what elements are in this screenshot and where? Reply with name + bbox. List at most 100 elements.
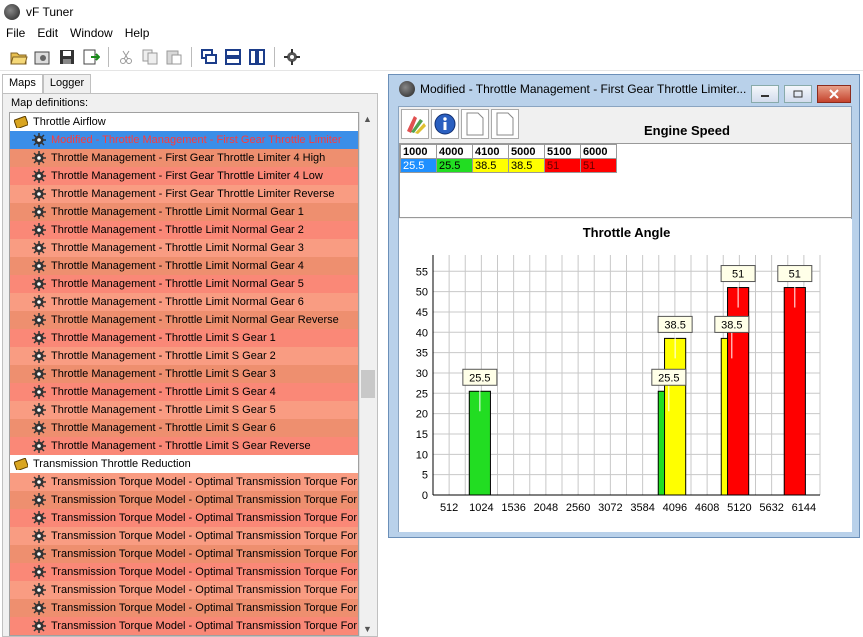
tree-item[interactable]: Transmission Torque Model - Optimal Tran… (10, 545, 358, 563)
cut-button[interactable] (115, 46, 137, 68)
tree-item[interactable]: Throttle Management - Throttle Limit S G… (10, 365, 358, 383)
tab-logger[interactable]: Logger (42, 74, 92, 94)
close-button[interactable] (817, 85, 851, 103)
rpm-header-cell: 4000 (436, 144, 473, 159)
tile-horizontal-icon (225, 48, 241, 65)
tree-item[interactable]: Throttle Management - First Gear Throttl… (10, 185, 358, 203)
category-icon (14, 116, 28, 128)
x-tick-label: 4096 (663, 502, 687, 514)
tree-label: Throttle Management - Throttle Limit Nor… (51, 242, 304, 254)
open-folder-button[interactable] (8, 46, 30, 68)
tree-item[interactable]: Transmission Torque Model - Optimal Tran… (10, 599, 358, 617)
toolbar-separator (108, 46, 109, 67)
tree-scrollbar[interactable]: ▲ ▼ (359, 112, 376, 636)
tree-item[interactable]: Throttle Management - Throttle Limit S G… (10, 401, 358, 419)
map-gear-icon (32, 583, 46, 597)
throttle-value-cell[interactable]: 51 (580, 158, 617, 173)
tree-label: Transmission Torque Model - Optimal Tran… (51, 476, 358, 488)
info-icon (434, 113, 456, 135)
map-gear-icon (32, 511, 46, 525)
map-editor-titlebar[interactable]: Modified - Throttle Management - First G… (389, 75, 859, 103)
throttle-value-cell[interactable]: 38.5 (472, 158, 509, 173)
tree-label: Throttle Airflow (33, 116, 106, 128)
tree-item[interactable]: Throttle Management - Throttle Limit S G… (10, 383, 358, 401)
tree-label: Throttle Management - Throttle Limit S G… (51, 368, 276, 380)
tree-item[interactable]: Transmission Torque Model - Optimal Tran… (10, 491, 358, 509)
x-tick-label: 512 (440, 502, 458, 514)
y-tick-label: 0 (422, 490, 428, 502)
tree-item[interactable]: Throttle Management - Throttle Limit Nor… (10, 311, 358, 329)
tree-item[interactable]: Transmission Torque Model - Optimal Tran… (10, 563, 358, 581)
tree-item[interactable]: Throttle Management - Throttle Limit S G… (10, 437, 358, 455)
scroll-up-arrow-icon[interactable]: ▲ (363, 114, 372, 124)
map-gear-icon (32, 277, 46, 291)
throttle-value-cell[interactable]: 25.5 (400, 158, 437, 173)
blank-page-button[interactable] (491, 109, 519, 139)
menu-help[interactable]: Help (124, 26, 150, 40)
throttle-value-cell[interactable]: 25.5 (436, 158, 473, 173)
tree-label: Throttle Management - Throttle Limit S G… (51, 422, 276, 434)
tile-vertical-icon (249, 48, 265, 65)
tree-item[interactable]: Throttle Management - First Gear Throttl… (10, 149, 358, 167)
tree-item[interactable]: Throttle Management - Throttle Limit Nor… (10, 257, 358, 275)
new-page-button[interactable] (461, 109, 489, 139)
menu-edit[interactable]: Edit (37, 26, 59, 40)
palette-icon (407, 116, 426, 134)
y-tick-label: 35 (416, 348, 428, 360)
copy-button[interactable] (139, 46, 161, 68)
tree-item[interactable]: Transmission Torque Model - Optimal Tran… (10, 527, 358, 545)
tree-item[interactable]: Throttle Management - First Gear Throttl… (10, 167, 358, 185)
menu-window[interactable]: Window (70, 26, 113, 40)
tree-category[interactable]: Transmission Throttle Reduction (10, 455, 358, 473)
engine-speed-title: Engine Speed (644, 123, 730, 138)
y-tick-label: 25 (416, 388, 428, 400)
tree-label: Throttle Management - Throttle Limit Nor… (51, 278, 304, 290)
throttle-value-cell[interactable]: 51 (544, 158, 581, 173)
scroll-down-arrow-icon[interactable]: ▼ (363, 624, 372, 634)
color-palette-button[interactable] (401, 109, 429, 139)
tree-item[interactable]: Transmission Torque Model - Optimal Tran… (10, 581, 358, 599)
map-gear-icon (32, 493, 46, 507)
menu-file[interactable]: File (6, 26, 26, 40)
tree-item[interactable]: Throttle Management - Throttle Limit Nor… (10, 239, 358, 257)
window-logo-icon (399, 81, 415, 97)
tile-vertical-button[interactable] (246, 46, 268, 68)
info-button[interactable] (431, 109, 459, 139)
scroll-thumb[interactable] (361, 370, 375, 398)
tile-horizontal-button[interactable] (222, 46, 244, 68)
minimize-button[interactable] (751, 85, 779, 103)
tree-item-selected[interactable]: Modified - Throttle Management - First G… (10, 131, 358, 149)
tree-item[interactable]: Throttle Management - Throttle Limit Nor… (10, 203, 358, 221)
paste-button[interactable] (163, 46, 185, 68)
tree-item[interactable]: Throttle Management - Throttle Limit Nor… (10, 221, 358, 239)
settings-icon (34, 51, 50, 64)
maximize-button[interactable] (784, 85, 812, 103)
tree-item[interactable]: Transmission Torque Model - Optimal Tran… (10, 473, 358, 491)
tree-label: Transmission Torque Model - Optimal Tran… (51, 620, 358, 632)
tree-category[interactable]: Throttle Airflow (10, 113, 358, 131)
save-button[interactable] (56, 46, 78, 68)
data-label-box (651, 368, 687, 386)
settings-button[interactable] (32, 46, 54, 68)
map-editor-body: Engine Speed 1000 4000 4100 5000 5100 6000 25… (398, 106, 852, 532)
tree-label: Modified - Throttle Management - First G… (51, 134, 342, 146)
map-gear-icon (32, 565, 46, 579)
tree-label: Throttle Management - First Gear Throttl… (51, 170, 323, 182)
map-gear-icon (32, 241, 46, 255)
throttle-value-cell[interactable]: 38.5 (508, 158, 545, 173)
map-gear-icon (32, 187, 46, 201)
export-button[interactable] (80, 46, 102, 68)
tree-item[interactable]: Transmission Torque Model - Optimal Tran… (10, 617, 358, 635)
tree-item[interactable]: Throttle Management - Throttle Limit S G… (10, 329, 358, 347)
tree-item[interactable]: Throttle Management - Throttle Limit S G… (10, 347, 358, 365)
y-tick-label: 20 (416, 409, 428, 421)
tree-item[interactable]: Throttle Management - Throttle Limit Nor… (10, 275, 358, 293)
data-label-box (714, 315, 750, 333)
map-gear-icon (32, 403, 46, 417)
connect-button[interactable] (281, 46, 303, 68)
tree-item[interactable]: Transmission Torque Model - Optimal Tran… (10, 509, 358, 527)
cascade-windows-button[interactable] (198, 46, 220, 68)
tree-item[interactable]: Throttle Management - Throttle Limit Nor… (10, 293, 358, 311)
tab-maps[interactable]: Maps (2, 74, 43, 95)
tree-item[interactable]: Throttle Management - Throttle Limit S G… (10, 419, 358, 437)
